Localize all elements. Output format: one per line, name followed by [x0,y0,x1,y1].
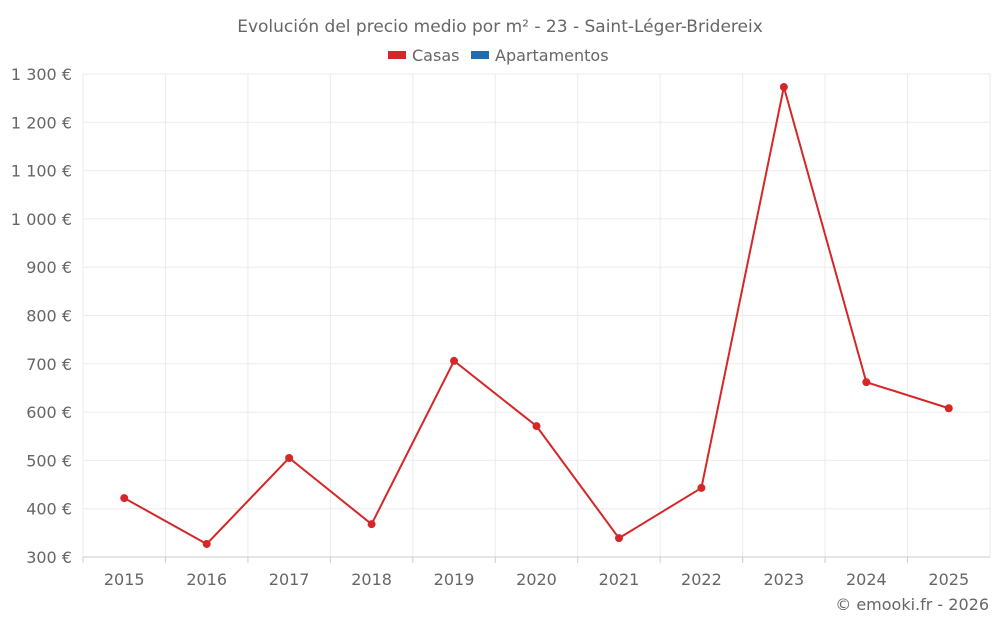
data-point [862,378,871,387]
legend-swatch-apartamentos [471,51,489,59]
axes: 2015 2016 2017 2018 2019 2020 2021 2022 2023 2024… [82,556,990,589]
data-point [944,404,953,413]
x-tick-label: 2015 [104,570,145,589]
data-point [614,534,623,543]
x-tick-label: 2017 [269,570,310,589]
x-tick-label: 2023 [764,570,805,589]
y-tick-label: 300 € [26,548,72,567]
x-tick-label: 2022 [681,570,722,589]
data-point [779,83,788,92]
y-tick-label: 600 € [26,403,72,422]
data-point [120,494,129,503]
x-tick-label: 2024 [846,570,887,589]
data-point [697,483,706,492]
y-tick-label: 1 200 € [11,113,72,132]
legend-label-casas: Casas [412,46,459,65]
x-tick-label: 2016 [186,570,227,589]
data-point [367,520,376,529]
y-tick-label: 900 € [26,258,72,277]
y-tick-label: 500 € [26,451,72,470]
legend: Casas Apartamentos [388,46,609,65]
data-point [532,422,541,431]
chart-title: Evolución del precio medio por m² - 23 -… [237,17,763,37]
x-tick-label: 2020 [516,570,557,589]
grid: 300 € 400 € 500 € 600 € 700 € 800 € 900 € 1 000… [11,65,991,567]
x-tick-label: 2025 [928,570,969,589]
x-tick-label: 2021 [599,570,640,589]
data-point [450,356,459,365]
y-tick-label: 1 300 € [11,65,72,84]
legend-label-apartamentos: Apartamentos [495,46,609,65]
data-point [285,453,294,462]
legend-swatch-casas [388,51,406,59]
y-tick-label: 1 000 € [11,210,72,229]
x-tick-label: 2018 [351,570,392,589]
y-tick-label: 400 € [26,500,72,519]
credit: © emooki.fr - 2026 [835,595,989,614]
x-tick-label: 2019 [434,570,475,589]
y-tick-label: 700 € [26,355,72,374]
y-tick-label: 800 € [26,307,72,326]
data-point [202,539,211,548]
series [120,83,953,548]
y-tick-label: 1 100 € [11,162,72,181]
